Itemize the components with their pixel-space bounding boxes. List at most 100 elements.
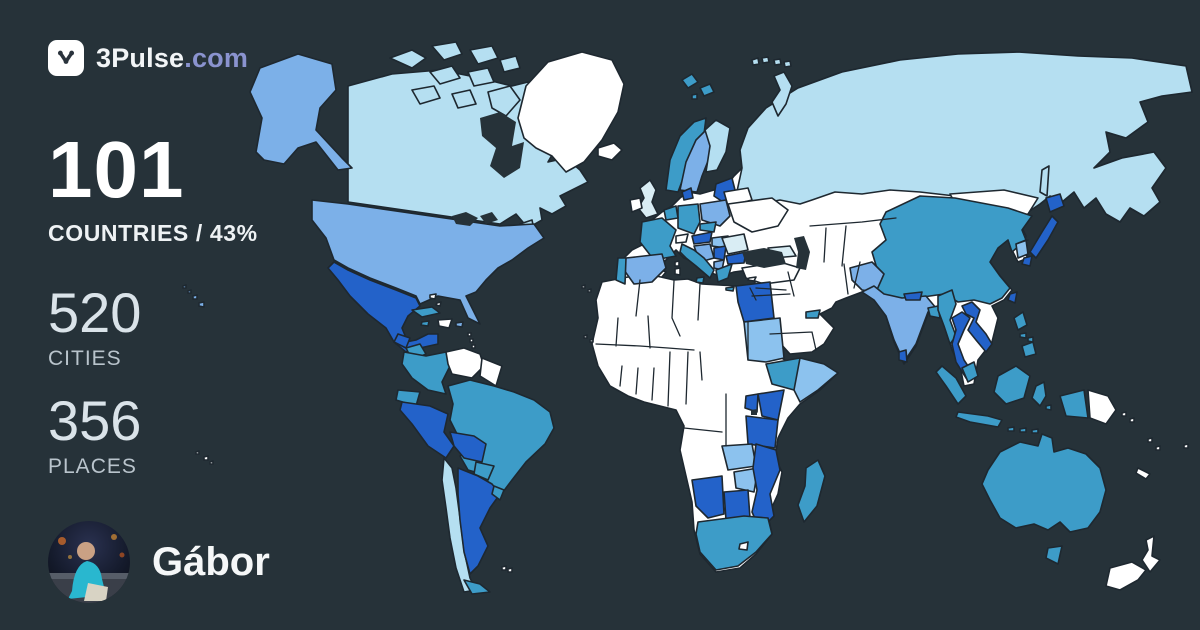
country-falklands (501, 565, 513, 573)
country-svalbard (681, 73, 715, 100)
country-crete (725, 286, 735, 292)
cities-count: 520 (48, 281, 142, 344)
country-bolivia (449, 431, 487, 463)
country-new-zealand (1105, 535, 1161, 591)
country-indochina (961, 301, 993, 353)
country-peru (399, 401, 455, 459)
country-novaya-zemlya (771, 71, 793, 117)
country-bulgaria (725, 251, 747, 265)
places-label: PLACES (48, 455, 137, 478)
brand-name: 3Pulse.com (96, 43, 248, 74)
black-sea (742, 248, 786, 268)
country-nepal (903, 291, 923, 301)
country-cape-verde (583, 334, 594, 343)
great-lakes (452, 212, 498, 226)
left-panel: 3Pulse.com 101 COUNTRIES / 43% 520 CITIE… (48, 40, 270, 603)
country-romania (721, 233, 749, 255)
country-borneo (993, 365, 1031, 405)
country-zimbabwe (733, 467, 759, 493)
country-austria (691, 231, 713, 245)
country-italy (679, 243, 715, 279)
country-taiwan (1007, 291, 1018, 304)
country-benelux (663, 205, 679, 221)
country-paraguay (473, 461, 495, 481)
country-russia (735, 51, 1193, 223)
country-ireland (629, 197, 643, 213)
country-argentina (457, 467, 501, 575)
cities-label: CITIES (48, 347, 122, 370)
country-canadian-arctic (389, 41, 521, 117)
country-hawaii (182, 284, 205, 308)
country-germany (677, 203, 701, 235)
country-lesser-sunda (1007, 404, 1052, 434)
country-south-africa (695, 515, 773, 571)
country-alaska (249, 53, 353, 171)
region-russia (735, 51, 1193, 223)
middle-east-borders (749, 271, 817, 351)
map-seas (452, 112, 810, 415)
user-row: Gábor (48, 521, 270, 603)
country-canaries (581, 284, 592, 293)
country-madagascar (797, 459, 826, 523)
country-egypt (735, 281, 775, 323)
country-india (861, 285, 937, 363)
country-colombia (401, 351, 451, 395)
country-puerto-rico (455, 321, 464, 328)
country-uae (805, 309, 821, 319)
country-bangladesh (927, 305, 941, 319)
country-portugal (615, 257, 627, 285)
country-greece (715, 263, 733, 283)
region-africa-overlays (691, 281, 839, 571)
country-sulawesi (1031, 381, 1047, 407)
country-corsica-sardinia (674, 260, 681, 276)
country-australia (981, 433, 1107, 533)
hudson-bay (480, 112, 524, 178)
country-new-caledonia (1135, 467, 1151, 480)
country-sudan (743, 317, 785, 363)
country-zambia (721, 443, 757, 471)
country-guyanas (479, 357, 503, 387)
country-cuba (411, 306, 441, 318)
country-somalia (793, 357, 839, 403)
country-pacific-islands (1121, 411, 1189, 451)
country-west-new-guinea (1059, 389, 1089, 419)
country-polynesia (195, 450, 214, 465)
brand-name-main: 3Pulse (96, 42, 185, 73)
country-venezuela (445, 347, 485, 379)
brand-logo[interactable]: 3Pulse.com (48, 40, 270, 76)
region-asia (805, 189, 1117, 434)
country-sri-lanka (898, 349, 908, 363)
country-namibia (691, 475, 725, 519)
country-uk (637, 179, 659, 219)
country-czechia (699, 221, 717, 233)
country-iceland (597, 142, 623, 161)
country-finland (704, 119, 731, 173)
caspian-sea (794, 236, 810, 270)
countries-label: COUNTRIES / 43% (48, 220, 258, 246)
country-bahamas (429, 293, 442, 307)
pulse-check-icon (48, 40, 84, 76)
region-scattered-islands (182, 284, 594, 465)
country-uruguay (491, 485, 505, 501)
country-franz-josef (751, 56, 792, 68)
map-border-lines (595, 217, 1029, 447)
country-antilles (467, 332, 476, 356)
country-mexico (327, 261, 439, 353)
country-malaysia (961, 361, 979, 383)
country-tasmania (1045, 545, 1063, 565)
country-ukraine (727, 197, 789, 233)
country-poland (699, 199, 731, 227)
region-south-america (395, 347, 555, 595)
country-sicily (695, 276, 705, 284)
country-tanzania (745, 415, 779, 449)
country-hispaniola (437, 318, 453, 329)
country-usa (311, 199, 545, 325)
country-south-korea (1015, 239, 1029, 259)
country-tierra-del-fuego (463, 579, 491, 595)
country-sakhalin (1039, 165, 1050, 197)
country-japan (1021, 193, 1065, 267)
central-asia-borders (809, 217, 1029, 295)
country-switzerland (675, 233, 689, 244)
region-oceania (981, 411, 1189, 591)
country-greenland (517, 51, 625, 173)
